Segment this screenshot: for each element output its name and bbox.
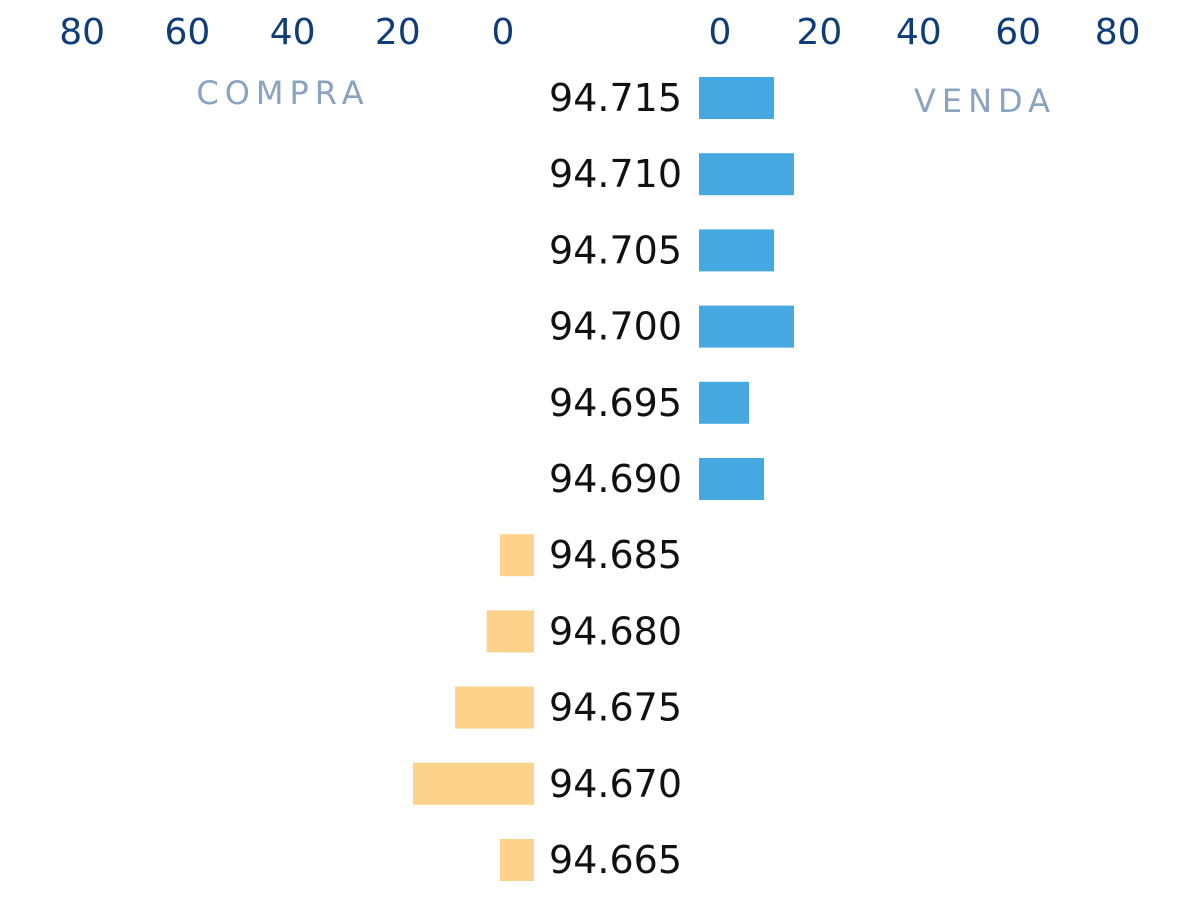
price-label: 94.715 (549, 76, 682, 120)
venda-bar (699, 153, 794, 196)
compra-bar (413, 762, 534, 805)
price-label: 94.680 (549, 609, 682, 653)
compra-bar (455, 686, 534, 729)
compra-axis-tick: 80 (59, 12, 105, 53)
price-label: 94.710 (549, 152, 682, 196)
price-label: 94.675 (549, 686, 682, 730)
compra-bar (486, 610, 534, 653)
venda-axis-tick: 20 (796, 12, 842, 53)
compra-label: COMPRA (196, 74, 369, 112)
price-label: 94.695 (549, 381, 682, 425)
price-label: 94.690 (549, 457, 682, 501)
venda-bar (699, 458, 764, 500)
compra-axis-tick: 0 (492, 12, 515, 53)
price-label: 94.705 (549, 228, 682, 272)
price-label: 94.665 (549, 838, 682, 882)
compra-axis-tick: 60 (164, 12, 210, 53)
compra-axis-tick: 20 (375, 12, 421, 53)
venda-axis-tick: 0 (709, 12, 732, 53)
venda-bar (699, 229, 774, 272)
venda-bar (699, 305, 794, 348)
venda-bar (699, 381, 749, 424)
venda-axis-tick: 40 (896, 12, 942, 53)
price-label: 94.670 (549, 762, 682, 806)
venda-label: VENDA (914, 82, 1056, 120)
price-label: 94.685 (549, 533, 682, 577)
venda-axis-tick: 60 (995, 12, 1041, 53)
price-label: 94.700 (549, 305, 682, 349)
venda-bar (699, 77, 774, 119)
venda-axis-tick: 80 (1095, 12, 1141, 53)
compra-axis-tick: 40 (270, 12, 316, 53)
compra-bar (499, 839, 534, 881)
compra-bar (499, 534, 534, 577)
